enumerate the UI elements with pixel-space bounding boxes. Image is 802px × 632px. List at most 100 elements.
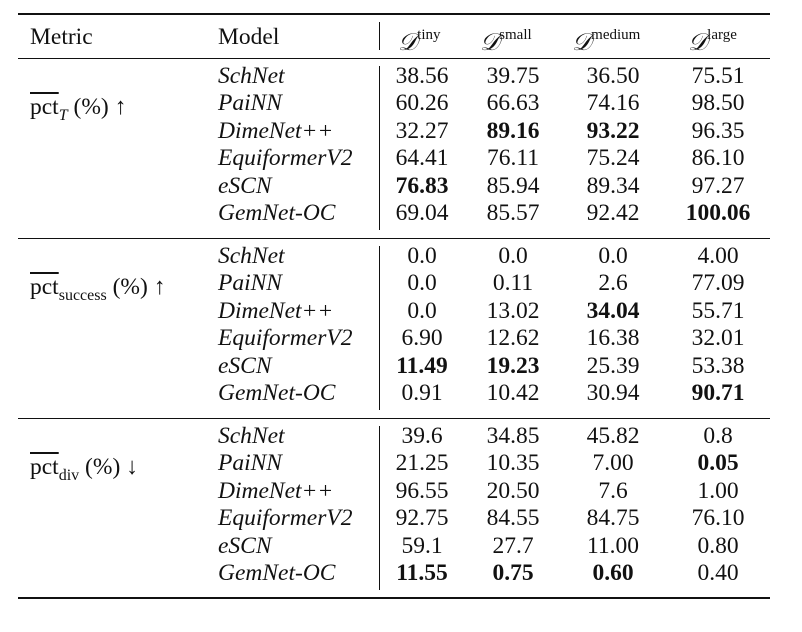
table-cell: 55.71 [691, 297, 745, 324]
model-name: eSCN [218, 532, 272, 559]
table-cell: 0.0 [498, 243, 528, 269]
table-cell: 74.16 [586, 90, 640, 117]
table-cell: 84.75 [586, 505, 640, 532]
group-separator-3 [379, 426, 381, 590]
metric-unit: (%) [85, 454, 121, 480]
table-cell: 92.42 [586, 200, 640, 226]
header-separator [379, 22, 381, 50]
header-dataset-medium: 𝒟medium [572, 22, 640, 57]
table-cell: 11.00 [586, 532, 639, 559]
table-cell: 45.82 [586, 423, 640, 449]
table-cell: 10.35 [486, 450, 540, 477]
model-name: PaiNN [218, 450, 282, 477]
table-cell: 76.11 [486, 145, 539, 172]
table-cell: 1.00 [697, 477, 739, 504]
table-cell: 0.0 [407, 270, 437, 297]
table-cell: 32.27 [395, 117, 449, 144]
metric-base: pct [30, 454, 59, 480]
model-name: GemNet-OC [218, 200, 336, 226]
header-dataset-large: 𝒟large [688, 22, 737, 57]
table-cell: 11.55 [396, 560, 448, 586]
table-cell: 38.56 [395, 63, 449, 89]
table-cell: 25.39 [586, 352, 640, 379]
table-cell: 0.75 [492, 560, 534, 586]
dataset-label: large [707, 27, 737, 43]
dataset-symbol: 𝒟 [480, 28, 500, 56]
table-cell: 36.50 [586, 63, 640, 89]
table-cell: 2.6 [598, 270, 628, 297]
metric-label-pct-t: pctT (%) ↑ [30, 94, 126, 125]
header-rule [18, 58, 770, 60]
table-cell: 0.8 [703, 423, 733, 449]
table-cell: 66.63 [486, 90, 540, 117]
header-model: Model [218, 24, 280, 50]
table-cell: 92.75 [395, 505, 449, 532]
table-cell: 75.24 [586, 145, 640, 172]
table-cell: 86.10 [691, 145, 745, 172]
model-name: SchNet [218, 243, 285, 269]
table-cell: 13.02 [486, 297, 540, 324]
header-dataset-tiny: 𝒟tiny [398, 22, 441, 57]
table-cell: 0.80 [697, 532, 739, 559]
bottom-rule [18, 597, 770, 599]
model-name: DimeNet++ [218, 477, 334, 504]
table-cell: 0.0 [407, 297, 437, 324]
table-cell: 90.71 [691, 380, 745, 406]
table-cell: 64.41 [395, 145, 449, 172]
model-name: SchNet [218, 423, 285, 449]
table-cell: 0.0 [598, 243, 628, 269]
table-cell: 76.83 [395, 172, 449, 199]
table-cell: 21.25 [395, 450, 449, 477]
table-cell: 34.85 [486, 423, 540, 449]
table-cell: 0.05 [697, 450, 739, 477]
table-cell: 34.04 [586, 297, 640, 324]
model-name: GemNet-OC [218, 380, 336, 406]
table-cell: 7.00 [592, 450, 634, 477]
model-name: eSCN [218, 352, 272, 379]
table-cell: 7.6 [598, 477, 628, 504]
model-name: DimeNet++ [218, 297, 334, 324]
table-cell: 59.1 [401, 532, 443, 559]
header-metric: Metric [30, 24, 93, 50]
table-cell: 11.49 [396, 352, 448, 379]
metric-sub: div [58, 467, 80, 484]
table-cell: 75.51 [691, 63, 745, 89]
model-name: PaiNN [218, 90, 282, 117]
table-cell: 89.34 [586, 172, 640, 199]
table-cell: 10.42 [486, 380, 540, 406]
dataset-symbol: 𝒟 [398, 28, 418, 56]
dataset-symbol: 𝒟 [572, 28, 592, 56]
model-name: PaiNN [218, 270, 282, 297]
header-dataset-small: 𝒟small [480, 22, 532, 57]
table-cell: 0.0 [407, 243, 437, 269]
table-cell: 0.11 [492, 270, 534, 297]
table-cell: 16.38 [586, 325, 640, 352]
metric-arrow: ↑ [114, 94, 127, 120]
metric-label-pct-div: pctdiv (%) ↓ [30, 454, 138, 485]
dataset-label: small [499, 27, 532, 43]
model-name: EquiformerV2 [218, 505, 353, 532]
table-cell: 20.50 [486, 477, 540, 504]
table-cell: 96.35 [691, 117, 745, 144]
metric-label-pct-success: pctsuccess (%) ↑ [30, 274, 165, 305]
table-cell: 76.10 [691, 505, 745, 532]
table-cell: 69.04 [395, 200, 449, 226]
group-rule-2 [18, 418, 770, 420]
metric-arrow: ↑ [153, 274, 166, 300]
group-rule-1 [18, 238, 770, 240]
model-name: EquiformerV2 [218, 325, 353, 352]
table-cell: 85.94 [486, 172, 540, 199]
table-cell: 100.06 [685, 200, 751, 226]
top-rule [18, 13, 770, 15]
table-cell: 30.94 [586, 380, 640, 406]
table-cell: 0.91 [401, 380, 443, 406]
table-cell: 39.6 [401, 423, 443, 449]
dataset-label: tiny [417, 27, 441, 43]
table-cell: 39.75 [486, 63, 540, 89]
table-cell: 4.00 [697, 243, 739, 269]
metric-base: pct [30, 94, 59, 120]
group-separator-1 [379, 66, 381, 230]
metric-arrow: ↓ [126, 454, 138, 480]
model-name: DimeNet++ [218, 117, 334, 144]
model-name: SchNet [218, 63, 285, 89]
